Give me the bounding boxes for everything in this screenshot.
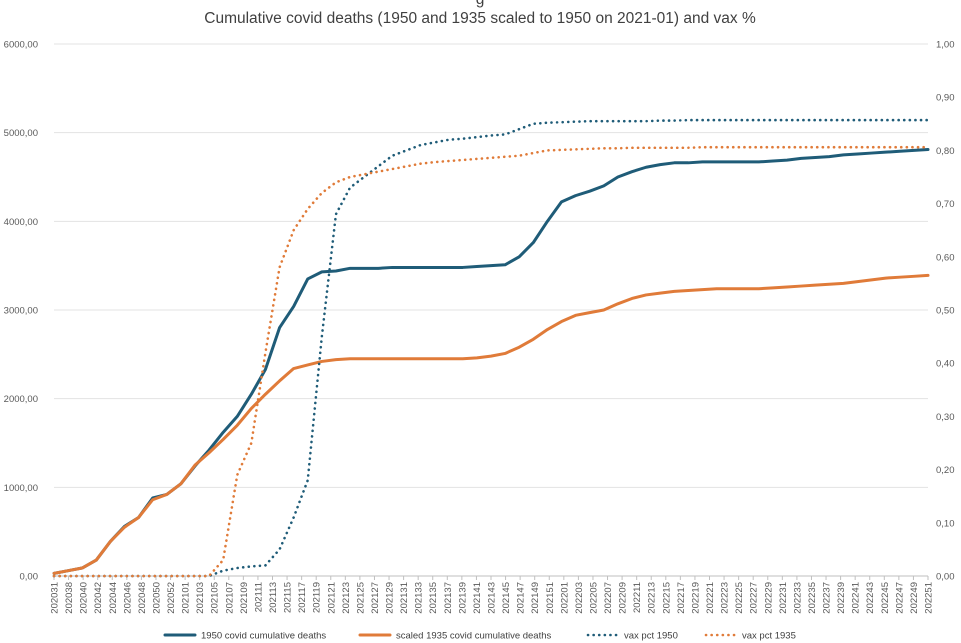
x-tick-label: 202201 bbox=[559, 582, 570, 614]
y-right-tick-label: 0,40 bbox=[936, 359, 955, 370]
y-left-tick-label: 4000,00 bbox=[4, 217, 38, 228]
x-tick-label: 202050 bbox=[151, 582, 162, 614]
x-tick-label: 202103 bbox=[195, 582, 206, 614]
y-right-tick-label: 0,60 bbox=[936, 252, 955, 263]
x-tick-label: 202115 bbox=[283, 582, 294, 613]
x-tick-label: 202251 bbox=[924, 582, 935, 614]
series-layer bbox=[52, 118, 930, 578]
x-tick-label: 202031 bbox=[50, 582, 61, 614]
x-tick-label: 202111 bbox=[253, 582, 264, 612]
y-right-tick-label: 0,50 bbox=[936, 306, 955, 317]
legend-label-1: 1950 covid cumulative deaths bbox=[201, 631, 326, 642]
series-line-4 bbox=[52, 145, 930, 578]
x-tick-label: 202109 bbox=[239, 582, 250, 614]
x-tick-label: 202233 bbox=[792, 582, 803, 614]
series-line-1 bbox=[52, 148, 930, 575]
x-tick-label: 202119 bbox=[312, 582, 323, 613]
x-tick-label: 202046 bbox=[122, 582, 133, 614]
x-tick-label: 202121 bbox=[326, 582, 337, 614]
x-tick-label: 202143 bbox=[487, 582, 498, 614]
x-tick-label: 202249 bbox=[909, 582, 920, 614]
legend: 1950 covid cumulative deaths scaled 1935 … bbox=[163, 631, 796, 642]
x-tick-label: 202113 bbox=[268, 582, 279, 613]
x-tick-label: 202235 bbox=[807, 582, 818, 614]
x-tick-label: 202219 bbox=[690, 582, 701, 614]
x-tick-label: 202241 bbox=[851, 582, 862, 614]
x-tick-label: 202131 bbox=[399, 582, 410, 614]
x-tick-label: 202209 bbox=[618, 582, 629, 614]
y-right-tick-label: 0,30 bbox=[936, 412, 955, 423]
x-tick-label: 202211 bbox=[632, 582, 643, 613]
y-right-tick-label: 0,00 bbox=[936, 572, 955, 583]
x-tick-label: 202137 bbox=[443, 582, 454, 614]
x-tick-label: 202213 bbox=[647, 582, 658, 614]
x-tick-label: 202245 bbox=[880, 582, 891, 614]
y-axis-right: 0,00 0,10 0,20 0,30 0,40 0,50 0,60 0,70 0,80 0,90… bbox=[936, 40, 955, 583]
x-tick-label: 202227 bbox=[749, 582, 760, 614]
y-axis-left: 0,00 1000,00 2000,00 3000,00 4000,00 5000,00 6… bbox=[4, 40, 38, 583]
chart-title: Cumulative covid deaths (1950 and 1935 s… bbox=[204, 10, 756, 27]
x-tick-label: 202221 bbox=[705, 582, 716, 614]
x-tick-label: 202040 bbox=[79, 582, 90, 614]
gridlines bbox=[54, 43, 928, 577]
y-left-tick-label: 5000,00 bbox=[4, 128, 38, 139]
x-tick-label: 202107 bbox=[224, 582, 235, 614]
x-tick-label: 202147 bbox=[516, 582, 527, 614]
x-tick-label: 202239 bbox=[836, 582, 847, 614]
y-right-tick-label: 0,90 bbox=[936, 93, 955, 104]
x-tick-label: 202237 bbox=[822, 582, 833, 614]
x-tick-label: 202207 bbox=[603, 582, 614, 614]
y-right-tick-label: 0,80 bbox=[936, 146, 955, 157]
x-tick-label: 202215 bbox=[661, 582, 672, 614]
x-tick-label: 202205 bbox=[588, 582, 599, 614]
x-tick-label: 202145 bbox=[501, 582, 512, 614]
x-tick-label: 202231 bbox=[778, 582, 789, 614]
x-tick-label: 202117 bbox=[297, 582, 308, 613]
y-right-tick-label: 1,00 bbox=[936, 40, 955, 51]
x-axis: 202031 202038 202040 202042 202044 202046 2020… bbox=[50, 576, 935, 614]
x-tick-label: 202139 bbox=[457, 582, 468, 614]
series-line-3 bbox=[52, 118, 930, 578]
legend-label-3: vax pct 1950 bbox=[624, 631, 678, 642]
x-tick-label: 202105 bbox=[210, 582, 221, 614]
series-line-2 bbox=[52, 273, 930, 575]
x-tick-label: 202038 bbox=[64, 582, 75, 614]
x-tick-label: 202217 bbox=[676, 582, 687, 614]
legend-label-2: scaled 1935 covid cumulative deaths bbox=[396, 631, 552, 642]
x-tick-label: 202129 bbox=[385, 582, 396, 614]
x-tick-label: 202223 bbox=[720, 582, 731, 614]
x-tick-label: 202225 bbox=[734, 582, 745, 614]
y-left-tick-label: 6000,00 bbox=[4, 40, 38, 51]
title-fragment: g bbox=[476, 0, 485, 8]
x-tick-label: 202149 bbox=[530, 582, 541, 614]
x-tick-label: 202044 bbox=[108, 582, 119, 614]
y-left-tick-label: 0,00 bbox=[20, 572, 39, 583]
x-tick-label: 202123 bbox=[341, 582, 352, 614]
x-tick-label: 202127 bbox=[370, 582, 381, 614]
x-tick-label: 202042 bbox=[93, 582, 104, 614]
x-tick-label: 202052 bbox=[166, 582, 177, 614]
x-tick-label: 202101 bbox=[181, 582, 192, 614]
x-tick-label: 202243 bbox=[865, 582, 876, 614]
x-tick-label: 202133 bbox=[414, 582, 425, 614]
x-tick-label: 202125 bbox=[355, 582, 366, 614]
x-tick-label: 202048 bbox=[137, 582, 148, 614]
x-tick-label: 202151 bbox=[545, 582, 556, 614]
y-left-tick-label: 3000,00 bbox=[4, 306, 38, 317]
x-tick-label: 202135 bbox=[428, 582, 439, 614]
y-right-tick-label: 0,10 bbox=[936, 518, 955, 529]
x-tick-label: 202229 bbox=[763, 582, 774, 614]
y-left-tick-label: 2000,00 bbox=[4, 394, 38, 405]
legend-label-4: vax pct 1935 bbox=[742, 631, 796, 642]
y-right-tick-label: 0,20 bbox=[936, 465, 955, 476]
y-right-tick-label: 0,70 bbox=[936, 199, 955, 210]
x-tick-label: 202203 bbox=[574, 582, 585, 614]
x-tick-label: 202141 bbox=[472, 582, 483, 614]
x-tick-label: 202247 bbox=[894, 582, 905, 614]
y-left-tick-label: 1000,00 bbox=[4, 483, 38, 494]
